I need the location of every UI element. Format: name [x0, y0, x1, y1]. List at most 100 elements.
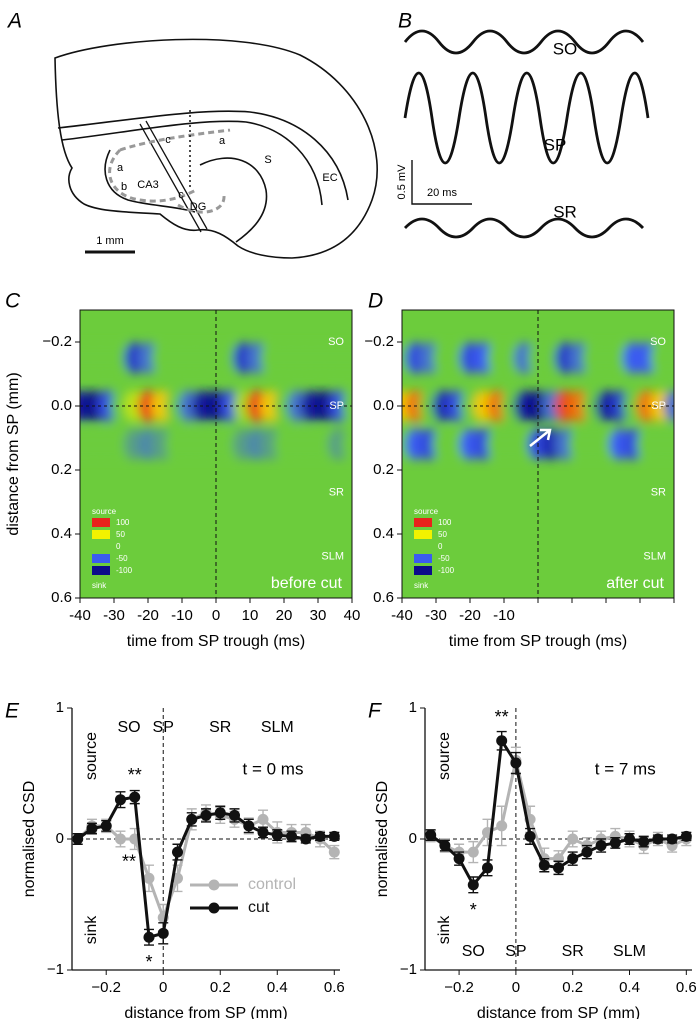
region-label: CA3 — [137, 179, 158, 191]
scale-label: 20 ms — [427, 187, 457, 199]
legend-swatch — [414, 554, 432, 563]
y-tick-label: 0.4 — [373, 525, 394, 542]
data-point — [257, 813, 269, 825]
legend-label: -50 — [438, 554, 450, 563]
data-point — [595, 840, 607, 852]
legend-swatch — [414, 542, 432, 551]
y-axis-label: normalised CSD — [21, 781, 38, 897]
legend-label: -100 — [438, 566, 455, 575]
x-tick-label: 10 — [242, 607, 259, 624]
data-point — [481, 862, 493, 874]
x-tick-label: 0.6 — [324, 979, 345, 996]
data-point — [100, 820, 112, 832]
scale-label: 0.5 mV — [396, 164, 408, 200]
legend-end: sink — [414, 581, 429, 590]
layer-label: SP — [153, 719, 174, 736]
data-point — [553, 862, 564, 874]
panel-letter: E — [5, 700, 20, 723]
heatmap-cell — [663, 428, 674, 461]
data-point — [328, 846, 340, 858]
y-tick-label: −1 — [47, 961, 64, 978]
layer-label: SO — [328, 336, 344, 348]
x-tick-label: 0.4 — [619, 979, 640, 996]
x-tick-label: −0.2 — [91, 979, 121, 996]
legend-label: 100 — [438, 518, 452, 527]
legend-label: 50 — [438, 530, 447, 539]
data-point — [439, 840, 451, 852]
data-point — [271, 829, 283, 841]
legend-swatch — [414, 518, 432, 527]
annotation: t = 7 ms — [595, 759, 656, 778]
layer-label: SR — [562, 943, 584, 960]
data-point — [467, 846, 479, 858]
data-point — [328, 830, 340, 842]
significance: * — [470, 900, 477, 920]
legend-title: source — [414, 507, 439, 516]
x-tick-label: -40 — [69, 607, 91, 624]
x-tick-label: -30 — [425, 607, 447, 624]
y-tick-label: 0.6 — [373, 589, 394, 606]
legend-swatch — [92, 566, 110, 575]
legend-label: 50 — [116, 530, 125, 539]
legend-swatch — [414, 530, 432, 539]
data-point — [467, 879, 479, 891]
data-point — [86, 823, 98, 835]
data-point — [638, 836, 650, 848]
data-point — [314, 830, 326, 842]
data-point — [114, 833, 126, 845]
layer-label: SLM — [643, 550, 666, 562]
x-tick-label: 0.4 — [267, 979, 288, 996]
layer-label: SP — [505, 943, 526, 960]
data-point — [200, 809, 212, 821]
significance: ** — [128, 765, 142, 785]
data-point — [652, 833, 664, 845]
y-axis-label: normalised CSD — [374, 781, 391, 897]
y-tick-label: 0.2 — [373, 461, 394, 478]
x-tick-label: 0 — [212, 607, 220, 624]
heatmap-cells — [80, 342, 352, 461]
data-point — [680, 830, 692, 842]
layer-label: SP — [329, 400, 344, 412]
legend-label: cut — [248, 899, 270, 916]
region-label: c — [178, 189, 184, 201]
x-tick-label: -10 — [171, 607, 193, 624]
trace-label: SO — [553, 39, 578, 58]
y-tick-label: 0.4 — [51, 525, 72, 542]
legend-label: -100 — [116, 566, 133, 575]
data-point — [581, 846, 593, 858]
layer-label: SO — [462, 943, 485, 960]
data-point — [72, 833, 84, 845]
x-tick-label: -40 — [391, 607, 413, 624]
source-label: source — [83, 732, 100, 780]
data-point — [624, 833, 636, 845]
x-tick-label: 0.6 — [676, 979, 697, 996]
data-point — [567, 833, 579, 845]
x-tick-label: 0 — [159, 979, 167, 996]
x-axis-label: time from SP trough (ms) — [449, 633, 627, 650]
data-point — [300, 833, 312, 845]
data-point — [666, 833, 678, 845]
data-point — [496, 735, 508, 747]
layer-label: SP — [651, 400, 666, 412]
panel-letter: D — [368, 290, 383, 313]
legend-marker — [208, 879, 220, 891]
data-point — [143, 931, 155, 943]
region-label: DG — [190, 201, 207, 213]
region-label: EC — [322, 172, 337, 184]
significance: ** — [495, 707, 509, 727]
annotation: after cut — [606, 575, 664, 592]
data-point — [425, 829, 437, 841]
x-axis-label: distance from SP (mm) — [124, 1005, 287, 1019]
slice-diagram — [54, 38, 378, 259]
data-point — [186, 813, 198, 825]
arrow — [529, 428, 552, 447]
layer-label: SLM — [261, 719, 294, 736]
y-tick-label: 0.2 — [51, 461, 72, 478]
data-point — [229, 809, 241, 821]
legend-swatch — [92, 554, 110, 563]
data-point — [609, 837, 621, 849]
data-point — [496, 820, 508, 832]
annotation: t = 0 ms — [243, 759, 304, 778]
y-axis-label: distance from SP (mm) — [5, 372, 22, 535]
legend-title: source — [92, 507, 117, 516]
